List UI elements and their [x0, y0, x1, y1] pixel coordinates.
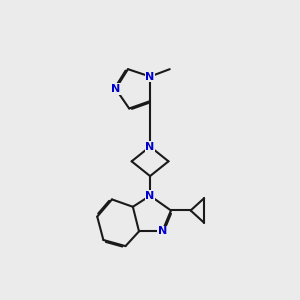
Text: N: N: [146, 191, 155, 201]
Text: N: N: [146, 71, 155, 82]
Text: N: N: [111, 84, 120, 94]
Text: N: N: [158, 226, 167, 236]
Text: N: N: [146, 142, 155, 152]
